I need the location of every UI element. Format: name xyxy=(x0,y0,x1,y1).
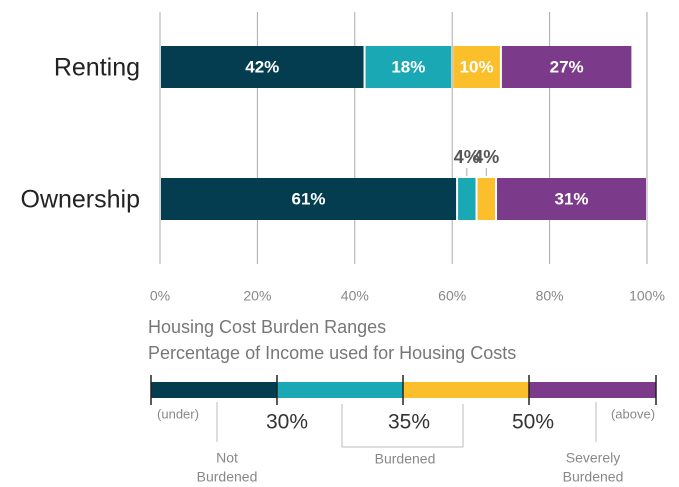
value-label: 61% xyxy=(292,189,326,208)
value-label: 4% xyxy=(473,147,499,167)
bar-segment xyxy=(161,46,364,88)
legend-swatch xyxy=(403,382,529,398)
legend-label: 35% xyxy=(388,411,430,434)
legend-group-label: Burdened xyxy=(563,469,624,485)
legend-label: 50% xyxy=(512,411,554,434)
value-label: 42% xyxy=(245,57,279,76)
x-tick-label: 40% xyxy=(341,288,369,304)
bar-segment xyxy=(477,178,496,220)
legend-subtitle: Percentage of Income used for Housing Co… xyxy=(148,343,516,363)
category-label: Ownership xyxy=(21,186,141,214)
legend-group-label: Burdened xyxy=(375,451,436,467)
legend-label: (above) xyxy=(611,406,655,421)
bar-segment xyxy=(458,178,476,220)
x-tick-label: 20% xyxy=(243,288,271,304)
value-label: 18% xyxy=(391,57,425,76)
x-tick-label: 60% xyxy=(438,288,466,304)
bar-segment xyxy=(501,46,632,88)
bar-segment xyxy=(365,46,452,88)
legend-title: Housing Cost Burden Ranges xyxy=(148,317,386,337)
legend-label: 30% xyxy=(266,411,308,434)
legend-group-label: Burdened xyxy=(197,469,258,485)
value-label: 27% xyxy=(550,57,584,76)
value-label: 10% xyxy=(460,57,494,76)
bar-segment xyxy=(453,46,500,88)
connector xyxy=(341,404,464,448)
value-label: 4% xyxy=(454,147,480,167)
value-label: 31% xyxy=(554,189,588,208)
x-tick-label: 0% xyxy=(150,288,170,304)
category-label: Renting xyxy=(54,54,140,82)
legend-swatch xyxy=(151,382,277,398)
legend-swatch xyxy=(529,382,656,398)
legend-swatch xyxy=(277,382,403,398)
bar-segment xyxy=(497,178,646,220)
x-tick-label: 80% xyxy=(536,288,564,304)
x-tick-label: 100% xyxy=(629,288,665,304)
bar-segment xyxy=(161,178,457,220)
legend-group-label: Severely xyxy=(566,450,620,466)
legend-label: (under) xyxy=(157,406,199,421)
legend-group-label: Not xyxy=(216,450,238,466)
